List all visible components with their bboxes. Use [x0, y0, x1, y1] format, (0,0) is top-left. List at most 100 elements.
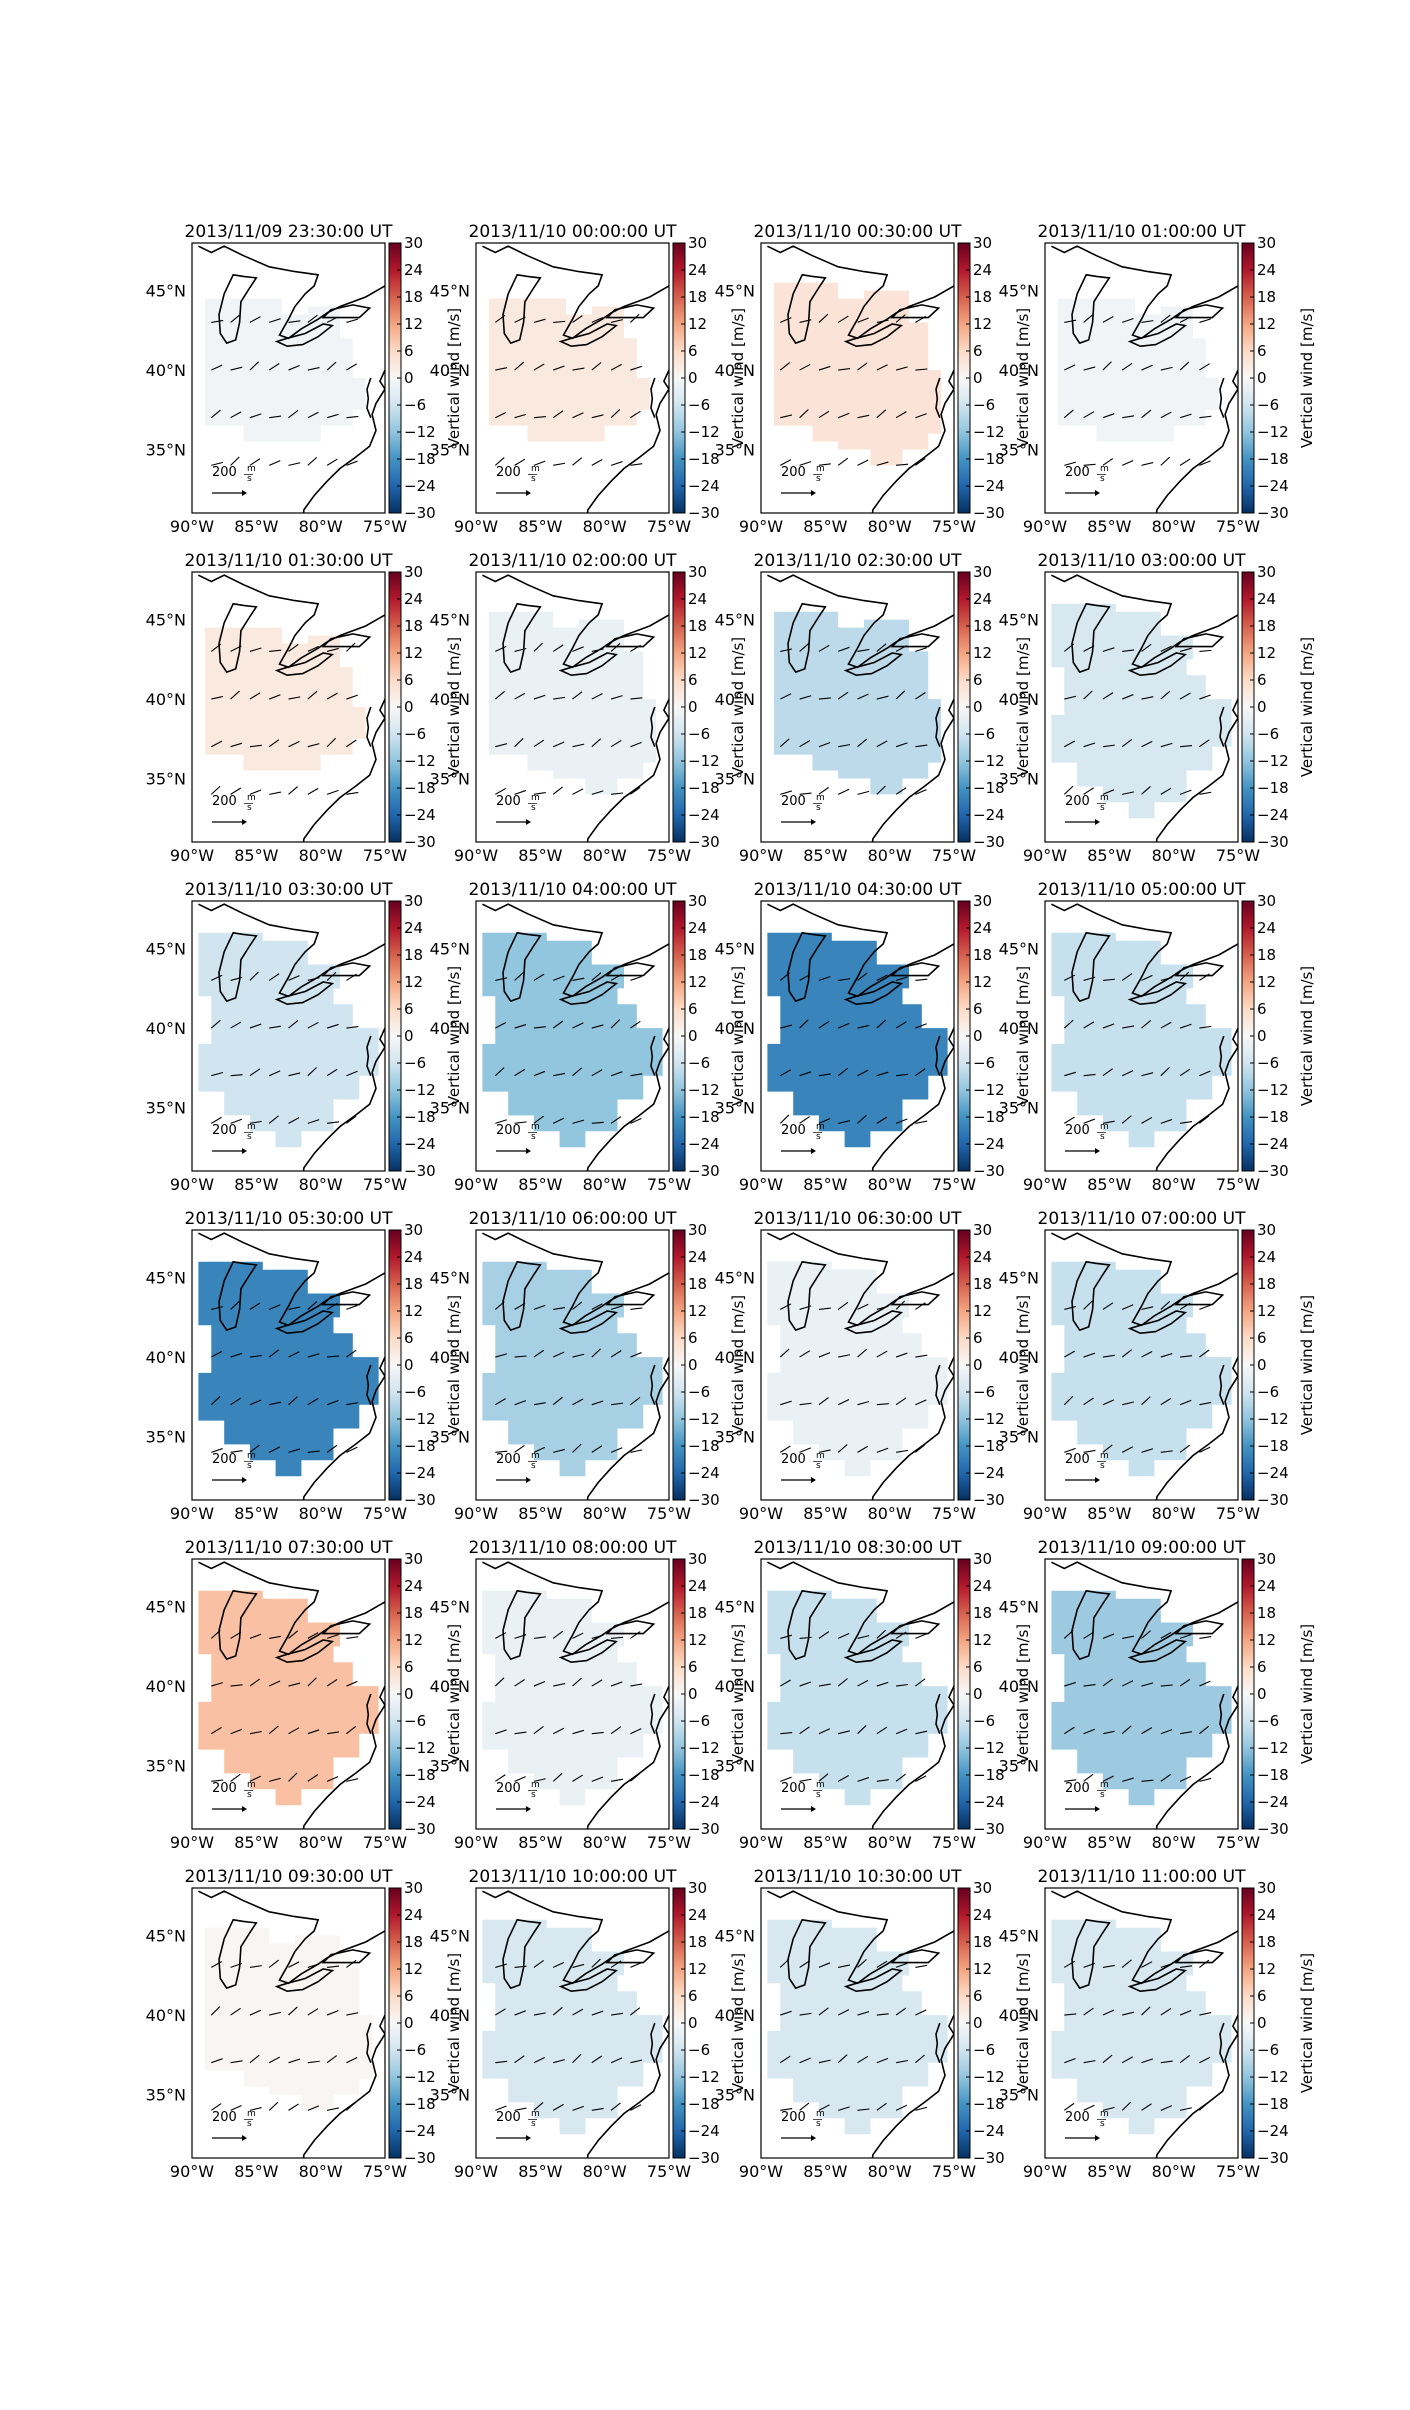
colorbar-tick-label: −12 — [404, 2068, 436, 2086]
quiver-key-unit: s — [247, 2119, 252, 2129]
panel-title: 2013/11/10 09:30:00 UT — [185, 1867, 394, 1887]
wind-vector — [288, 1117, 300, 1124]
quiver-key-unit: s — [247, 474, 252, 484]
colorbar-tick-label: 30 — [1257, 563, 1276, 581]
colorbar-tick-label: 6 — [1257, 1658, 1267, 1676]
colorbar-tick-label: 24 — [973, 1906, 992, 1924]
wind-vector — [249, 2009, 262, 2016]
coastline — [1155, 1356, 1238, 1500]
wind-vector — [1083, 2007, 1094, 2016]
y-tick-label: 40°N — [430, 1019, 470, 1038]
wind-vector — [268, 1959, 279, 1968]
wind-vector — [1064, 1960, 1075, 1968]
colorbar-tick-label: 30 — [404, 563, 423, 581]
wind-vector — [1102, 413, 1115, 419]
wind-vector — [346, 1115, 357, 1124]
wind-vector — [553, 320, 566, 323]
y-tick-label: 45°N — [146, 282, 186, 301]
colorbar-tick-label: −12 — [973, 2068, 1005, 2086]
wind-vector — [915, 458, 926, 466]
wind-vector — [895, 1352, 908, 1358]
wind-vector — [288, 1351, 300, 1358]
wind-vector — [1064, 1350, 1076, 1358]
wind-vector — [495, 1450, 508, 1453]
y-tick-label: 45°N — [715, 940, 755, 959]
wind-vector — [876, 2102, 887, 2111]
wind-vector — [211, 974, 223, 981]
y-tick-label: 45°N — [430, 611, 470, 630]
wind-vector — [307, 1450, 320, 1453]
wind-vector — [630, 644, 641, 652]
y-tick-label: 35°N — [430, 1756, 470, 1775]
y-tick-label: 45°N — [999, 282, 1039, 301]
lake-outline — [321, 1949, 372, 1964]
wind-vector — [1199, 1959, 1210, 1968]
wind-vector — [630, 1073, 643, 1077]
wind-vector — [269, 2011, 282, 2016]
wind-vector — [1199, 1070, 1211, 1077]
wind-vector — [288, 975, 300, 981]
wind-vector — [552, 1117, 565, 1124]
y-tick-label: 35°N — [146, 2085, 186, 2104]
colorbar-tick-label: −24 — [1257, 1793, 1289, 1811]
wind-vector — [610, 1305, 623, 1310]
wind-vector — [799, 1636, 812, 1639]
wind-vector — [288, 1020, 299, 1029]
wind-vector — [876, 1019, 887, 1029]
wind-vector — [915, 1964, 928, 1968]
quiver-key-unit: s — [1100, 803, 1105, 813]
wind-vector — [1102, 316, 1114, 323]
wind-vector — [552, 1630, 564, 1639]
coastline — [366, 377, 372, 418]
wind-vector — [210, 2103, 222, 2111]
coastline — [302, 1685, 385, 1829]
wind-vector — [591, 1731, 604, 1735]
wind-vector — [1160, 2008, 1172, 2016]
coastline — [586, 698, 669, 842]
vertical-wind-region — [198, 1261, 379, 1477]
lake-outline — [1174, 962, 1225, 977]
wind-vector — [288, 409, 299, 419]
quiver-key-unit: m — [816, 464, 825, 474]
colorbar-tick-label: −18 — [973, 1437, 1005, 1455]
map-frame — [191, 1229, 386, 1501]
wind-vector — [915, 1068, 926, 1077]
colorbar-tick-label: 6 — [404, 342, 414, 360]
y-tick-label: 40°N — [999, 1019, 1039, 1038]
y-tick-label: 40°N — [146, 1019, 186, 1038]
x-tick-label: 80°W — [583, 517, 627, 536]
wind-vector — [514, 2010, 527, 2016]
panel-title: 2013/11/10 10:30:00 UT — [754, 1867, 963, 1887]
colorbar-tick-label: 12 — [973, 1960, 992, 1978]
y-tick-label: 45°N — [715, 1927, 755, 1946]
x-tick-label: 85°W — [1087, 2162, 1131, 2181]
quiver-key-value: 200 — [781, 1452, 806, 1467]
colorbar-tick-label: −12 — [688, 1739, 720, 1757]
wind-vector — [895, 366, 908, 371]
wind-vector — [1102, 744, 1115, 748]
colorbar-tick-label: −6 — [404, 2041, 426, 2059]
wind-vector — [818, 1773, 829, 1782]
wind-vector — [857, 2011, 870, 2016]
map-frame — [191, 571, 386, 843]
quiver-key-arrowhead — [811, 2135, 816, 2141]
lake-outline — [1174, 1291, 1225, 1306]
x-tick-label: 85°W — [518, 1833, 562, 1852]
wind-vector — [1199, 1680, 1211, 1687]
colorbar-label: Vertical wind [m/s] — [445, 1953, 463, 2093]
wind-vector — [552, 2006, 563, 2016]
vertical-wind-region — [198, 932, 379, 1148]
lake-outline — [843, 1310, 904, 1335]
colorbar-tick-label: 24 — [688, 1577, 707, 1595]
coastline — [302, 369, 385, 513]
wind-vector — [572, 1398, 584, 1406]
wind-vector — [799, 974, 811, 981]
wind-vector — [915, 692, 926, 700]
wind-vector — [876, 1447, 889, 1453]
quiver-key-unit: m — [247, 1451, 256, 1461]
wind-vector — [230, 742, 243, 748]
